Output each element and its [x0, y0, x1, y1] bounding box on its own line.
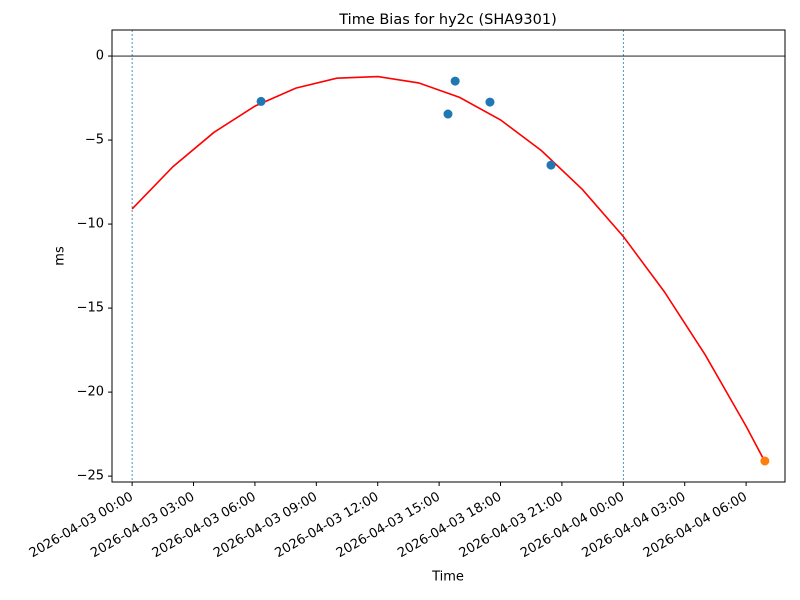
y-tick-label: −20 [77, 385, 104, 400]
y-tick-label: −10 [77, 217, 104, 232]
data-point [443, 109, 453, 119]
y-tick-label: −5 [85, 133, 104, 148]
data-point [450, 76, 460, 86]
x-axis-label: Time [431, 570, 464, 585]
y-tick-label: −25 [77, 469, 104, 484]
plot-frame [111, 29, 786, 483]
data-point [760, 456, 770, 466]
data-point [485, 97, 495, 107]
y-tick-label: −15 [77, 301, 104, 316]
fit-line [131, 75, 766, 463]
data-point [256, 96, 266, 106]
y-axis-label: ms [53, 246, 68, 266]
data-point [546, 160, 556, 170]
y-tick-label: 0 [96, 49, 104, 64]
chart-title: Time Bias for hy2c (SHA9301) [338, 12, 557, 28]
